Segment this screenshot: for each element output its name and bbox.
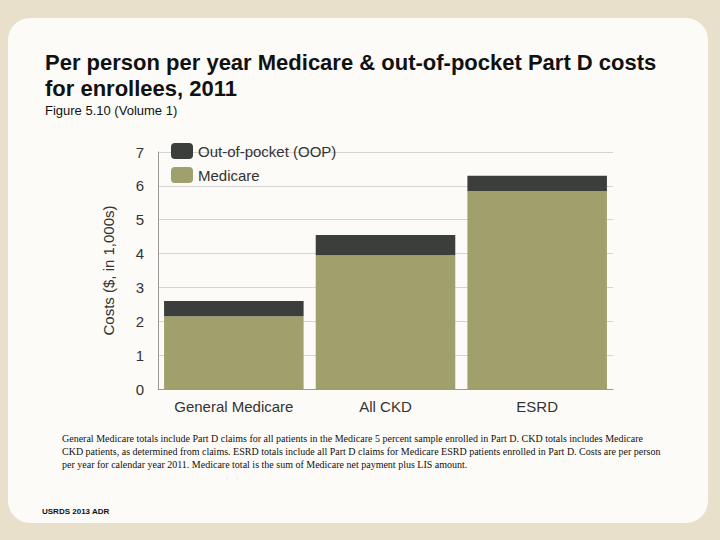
svg-text:7: 7 (136, 144, 144, 161)
svg-text:General Medicare: General Medicare (174, 398, 293, 415)
svg-text:5: 5 (136, 211, 144, 228)
svg-text:2: 2 (136, 313, 144, 330)
html-text:Figure 5.10 (Volume 1): Figure 5.10 (Volume 1) (45, 103, 178, 118)
svg-text:3: 3 (136, 279, 144, 296)
html-text:USRDS 2013 ADR: USRDS 2013 ADR (42, 507, 110, 516)
html-text:Per person per year Medicare &: Per person per year Medicare & out-of-po… (45, 50, 657, 101)
svg-text:Out-of-pocket (OOP): Out-of-pocket (OOP) (198, 143, 336, 160)
svg-text:0: 0 (136, 381, 144, 398)
svg-text:Costs ($, in 1,000s): Costs ($, in 1,000s) (100, 205, 117, 335)
svg-text:6: 6 (136, 177, 144, 194)
svg-text:4: 4 (136, 245, 144, 262)
html-text:General Medicare totals includ: General Medicare totals include Part D c… (62, 433, 661, 470)
svg-text:1: 1 (136, 347, 144, 364)
svg-text:ESRD: ESRD (516, 398, 558, 415)
svg-text:Medicare: Medicare (198, 167, 260, 184)
svg-text:All CKD: All CKD (359, 398, 412, 415)
